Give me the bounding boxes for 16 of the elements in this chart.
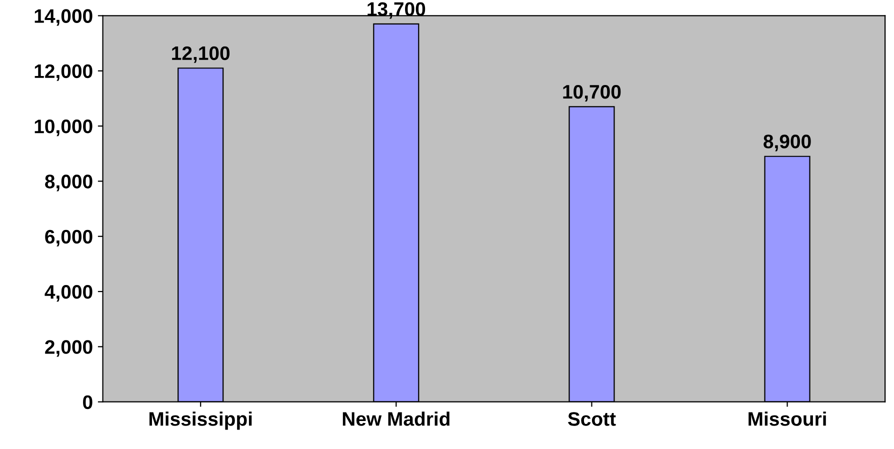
data-label: 10,700 [563,84,621,102]
y-tick-label: 6,000 [45,230,92,246]
x-tick-label: Scott [568,412,616,426]
data-label: 13,700 [368,2,426,19]
y-tick-label: 8,000 [45,174,92,192]
data-label: 12,100 [172,46,230,63]
y-tick-label: 14,000 [34,9,92,26]
y-tick-label: 10,000 [34,120,92,136]
x-tick-label: New Madrid [342,412,450,426]
x-tick-label: Missouri [748,412,826,426]
y-tick-label: 0 [83,395,92,410]
x-tick-label: Mississippi [149,412,252,430]
y-tick-label: 4,000 [44,284,92,302]
y-tick-label: 2,000 [45,340,92,357]
y-tick-label: 12,000 [34,64,92,81]
data-label: 8,900 [764,134,811,152]
